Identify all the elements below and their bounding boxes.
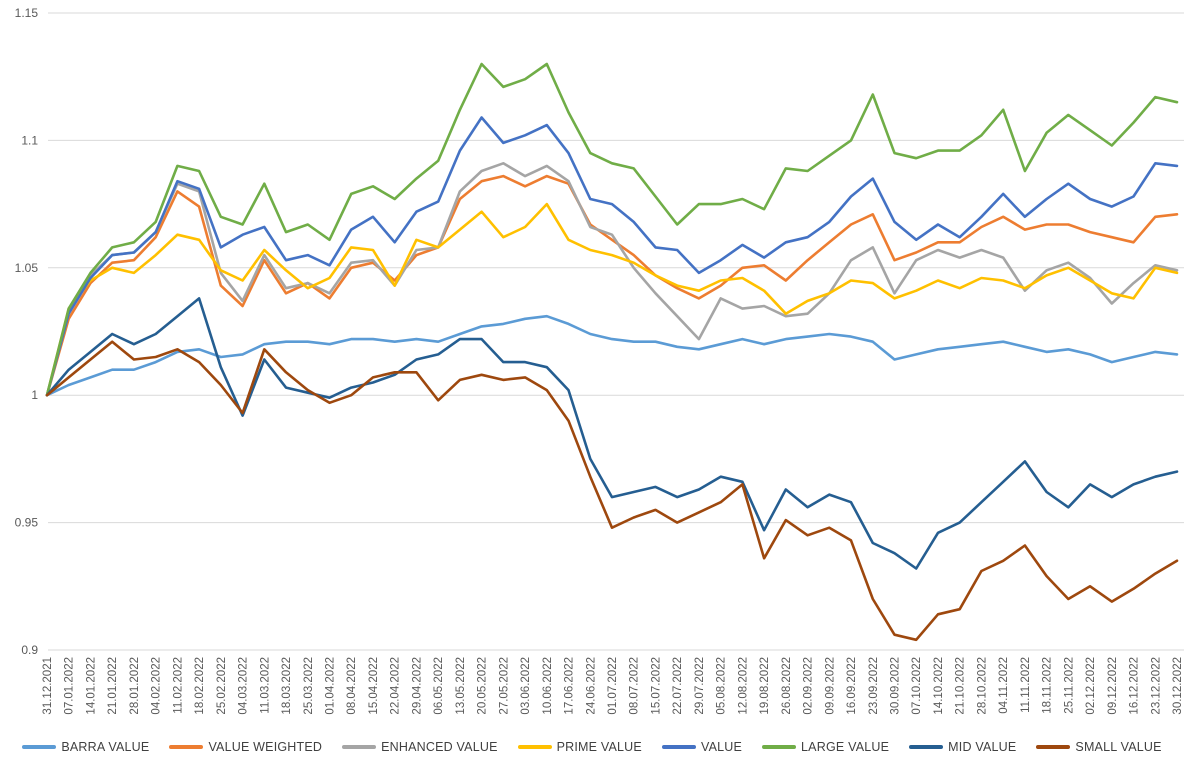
x-axis-tick-label: 25.02.2022 bbox=[216, 657, 228, 715]
series-line-small-value bbox=[45, 340, 1179, 642]
series-line-barra-value bbox=[45, 314, 1179, 397]
x-axis-tick-label: 12.08.2022 bbox=[737, 657, 749, 715]
series-line-large-value bbox=[45, 62, 1179, 397]
legend-line-swatch-enhanced-value bbox=[342, 745, 377, 749]
y-axis-tick-label: 1.15 bbox=[15, 6, 39, 20]
legend-label-value: VALUE bbox=[700, 740, 743, 754]
x-axis-tick-label: 09.09.2022 bbox=[824, 657, 836, 715]
x-axis-tick-label: 06.05.2022 bbox=[433, 657, 445, 715]
x-axis-tick-label: 10.06.2022 bbox=[542, 657, 554, 715]
x-axis-tick-label: 22.07.2022 bbox=[672, 657, 684, 715]
chart-legend: BARRA VALUE VALUE WEIGHTED ENHANCED VALUE P… bbox=[0, 740, 1184, 754]
legend-item-value-weighted: VALUE WEIGHTED bbox=[169, 740, 322, 754]
x-axis-tick-label: 08.04.2022 bbox=[346, 657, 358, 715]
x-axis-tick-label: 18.03.2022 bbox=[281, 657, 293, 715]
x-axis-tick-label: 05.08.2022 bbox=[716, 657, 728, 715]
legend-label-enhanced-value: ENHANCED VALUE bbox=[381, 740, 498, 754]
x-axis-tick-label: 31.12.2021 bbox=[42, 657, 54, 715]
x-axis-tick-label: 11.02.2022 bbox=[172, 657, 184, 714]
x-axis-tick-label: 27.05.2022 bbox=[498, 657, 510, 715]
x-axis-tick-label: 14.01.2022 bbox=[85, 657, 97, 715]
x-axis-tick-label: 04.03.2022 bbox=[238, 657, 250, 715]
x-axis-tick-label: 30.09.2022 bbox=[890, 657, 902, 715]
legend-line-swatch-barra-value bbox=[22, 745, 57, 749]
legend-line-swatch-large-value bbox=[762, 745, 797, 749]
legend-item-large-value: LARGE VALUE bbox=[762, 740, 889, 754]
x-axis-tick-label: 11.11.2022 bbox=[1020, 657, 1032, 713]
x-axis-tick-label: 22.04.2022 bbox=[390, 657, 402, 715]
x-axis-tick-label: 25.11.2022 bbox=[1063, 657, 1075, 714]
x-axis-tick-label: 15.07.2022 bbox=[650, 657, 662, 715]
x-axis-tick-label: 18.11.2022 bbox=[1042, 657, 1054, 714]
x-axis-tick-label: 29.04.2022 bbox=[411, 657, 423, 715]
series-line-value bbox=[45, 116, 1179, 397]
x-axis-tick-label: 23.09.2022 bbox=[868, 657, 880, 715]
x-axis-tick-label: 03.06.2022 bbox=[520, 657, 532, 715]
y-axis-tick-label: 1.1 bbox=[21, 133, 38, 147]
legend-item-barra-value: BARRA VALUE bbox=[22, 740, 149, 754]
x-axis-tick-label: 28.01.2022 bbox=[129, 657, 141, 715]
legend-item-mid-value: MID VALUE bbox=[909, 740, 1016, 754]
x-axis-tick-label: 07.01.2022 bbox=[64, 657, 76, 715]
series-line-mid-value bbox=[45, 297, 1179, 570]
x-axis-tick-label: 04.02.2022 bbox=[151, 657, 163, 715]
x-axis-tick-label: 21.10.2022 bbox=[955, 657, 967, 715]
x-axis-tick-label: 29.07.2022 bbox=[694, 657, 706, 715]
series-line-prime-value bbox=[45, 202, 1179, 397]
legend-item-small-value: SMALL VALUE bbox=[1036, 740, 1161, 754]
x-axis-tick-label: 17.06.2022 bbox=[564, 657, 576, 715]
x-axis-tick-label: 30.12.2022 bbox=[1172, 657, 1184, 715]
legend-line-swatch-mid-value bbox=[909, 745, 944, 749]
legend-item-prime-value: PRIME VALUE bbox=[517, 740, 642, 754]
series-line-value-weighted bbox=[45, 174, 1179, 397]
legend-item-value: VALUE bbox=[661, 740, 743, 754]
y-axis-tick-label: 1.05 bbox=[15, 261, 39, 275]
y-axis-tick-label: 0.9 bbox=[21, 643, 38, 657]
x-axis-tick-label: 07.10.2022 bbox=[911, 657, 923, 715]
x-axis-tick-label: 16.12.2022 bbox=[1129, 657, 1141, 715]
series-line-enhanced-value bbox=[45, 162, 1179, 397]
x-axis-tick-label: 19.08.2022 bbox=[759, 657, 771, 715]
legend-label-prime-value: PRIME VALUE bbox=[556, 740, 642, 754]
x-axis-tick-label: 23.12.2022 bbox=[1150, 657, 1162, 715]
x-axis-tick-label: 01.07.2022 bbox=[607, 657, 619, 715]
x-axis-tick-label: 14.10.2022 bbox=[933, 657, 945, 715]
legend-item-enhanced-value: ENHANCED VALUE bbox=[342, 740, 497, 754]
y-axis-tick-label: 0.95 bbox=[15, 516, 39, 530]
x-axis-tick-label: 13.05.2022 bbox=[455, 657, 467, 715]
legend-label-barra-value: BARRA VALUE bbox=[61, 740, 150, 754]
y-axis-tick-label: 1 bbox=[31, 388, 38, 402]
x-axis-tick-label: 28.10.2022 bbox=[976, 657, 988, 715]
legend-label-large-value: LARGE VALUE bbox=[801, 740, 890, 754]
x-axis-tick-label: 09.12.2022 bbox=[1107, 657, 1119, 715]
x-axis-tick-label: 11.03.2022 bbox=[259, 657, 271, 714]
x-axis-tick-label: 20.05.2022 bbox=[477, 657, 489, 715]
legend-label-value-weighted: VALUE WEIGHTED bbox=[208, 740, 323, 754]
x-axis-tick-label: 02.09.2022 bbox=[803, 657, 815, 715]
x-axis-tick-label: 08.07.2022 bbox=[629, 657, 641, 715]
legend-line-swatch-small-value bbox=[1036, 745, 1071, 749]
x-axis-tick-label: 02.12.2022 bbox=[1085, 657, 1097, 715]
x-axis-tick-label: 24.06.2022 bbox=[585, 657, 597, 715]
x-axis-tick-label: 18.02.2022 bbox=[194, 657, 206, 715]
x-axis-tick-label: 16.09.2022 bbox=[846, 657, 858, 715]
x-axis-tick-label: 25.03.2022 bbox=[303, 657, 315, 715]
legend-label-small-value: SMALL VALUE bbox=[1075, 740, 1162, 754]
x-axis-tick-label: 15.04.2022 bbox=[368, 657, 380, 715]
legend-label-mid-value: MID VALUE bbox=[948, 740, 1017, 754]
x-axis-tick-label: 26.08.2022 bbox=[781, 657, 793, 715]
x-axis-tick-label: 01.04.2022 bbox=[325, 657, 337, 715]
legend-line-swatch-value bbox=[661, 745, 696, 749]
legend-line-swatch-prime-value bbox=[517, 745, 552, 749]
legend-line-swatch-value-weighted bbox=[169, 745, 204, 749]
x-axis-tick-label: 04.11.2022 bbox=[998, 657, 1010, 714]
x-axis-tick-label: 21.01.2022 bbox=[107, 657, 119, 715]
